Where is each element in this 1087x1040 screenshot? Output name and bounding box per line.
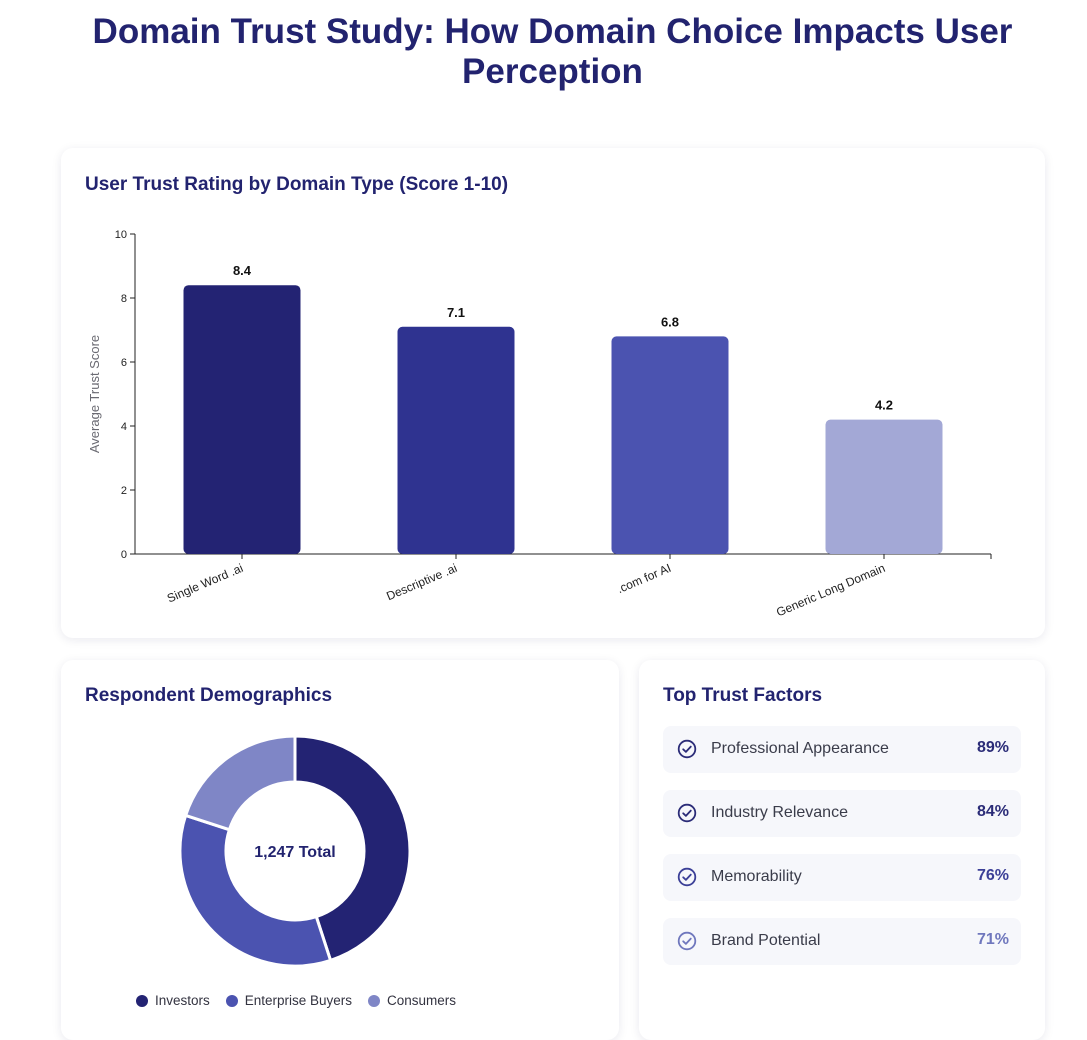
bar-4 [825,419,943,554]
y-tick-label: 0 [121,549,127,561]
trust-factor-value: 71% [976,931,1009,948]
y-tick-label: 8 [121,293,127,305]
legend-swatch [135,994,148,1007]
donut-chart: 1,247 Total [178,734,412,968]
bar-chart-title: User Trust Rating by Domain Type (Score … [85,174,509,195]
y-tick-label: 2 [121,485,127,497]
page-title-line2: Perception [462,52,643,91]
y-axis-label: Average Trust Score [87,335,102,453]
trust-factor-row: Memorability 76% [663,854,1021,901]
legend-item-consumers: Consumers [368,993,456,1008]
legend-item-enterprise-buyers: Enterprise Buyers [225,993,353,1008]
bar-data-label: 7.1 [447,305,465,320]
donut-slice-enterprise-buyers [178,813,333,968]
page-title: Domain Trust Study: How Domain Choice Im… [60,12,1045,92]
y-tick-label: 10 [115,229,127,241]
x-tick-label: Descriptive .ai [384,561,459,603]
y-tick-label: 6 [121,357,127,369]
legend-item-investors: Investors [135,993,210,1008]
legend-label: Consumers [387,993,457,1008]
bar-data-label: 6.8 [661,314,679,329]
trust-factor-label: Memorability [711,868,802,885]
trust-factors-card: Top Trust Factors Professional Appearanc… [639,660,1045,1040]
bar-2 [397,326,515,554]
y-tick-label: 4 [121,421,127,433]
donut-center-label: 1,247 Total [254,844,336,861]
legend-label: Enterprise Buyers [244,993,353,1008]
legend-swatch [368,994,381,1007]
bar-1 [183,285,301,554]
bar-chart: 0 2 4 6 8 10 Average Trust Score 8.4 Single Word… [87,229,992,619]
donut-chart-title: Respondent Demographics [85,685,333,706]
bar-data-label: 8.4 [233,263,252,278]
check-circle-icon [677,739,697,759]
donut-slice-consumers [183,734,297,832]
donut-slice-investors [293,734,412,963]
trust-factor-value: 84% [976,803,1009,820]
check-circle-icon [677,803,697,823]
trust-factor-value: 89% [976,739,1009,756]
legend-label: Investors [154,993,210,1008]
trust-factor-label: Brand Potential [711,932,821,949]
trust-factor-row: Industry Relevance 84% [663,790,1021,837]
check-circle-icon [677,931,697,951]
x-tick-label: Generic Long Domain [774,561,887,619]
trust-factor-value: 76% [976,867,1009,884]
demographics-card: Respondent Demographics 1,247 Total Inve… [61,660,619,1040]
bar-3 [611,336,729,554]
trust-factor-row: Brand Potential 71% [663,918,1021,965]
page-title-line1: Domain Trust Study: How Domain Choice Im… [92,12,1013,51]
bar-data-label: 4.2 [875,398,893,413]
x-tick-label: .com for AI [615,561,673,596]
trust-factors-title: Top Trust Factors [663,685,823,706]
x-tick-label: Single Word .ai [165,561,245,606]
legend-swatch [225,994,238,1007]
trust-rating-card: User Trust Rating by Domain Type (Score … [61,148,1045,638]
donut-legend: Investors Enterprise Buyers Consumers [61,993,531,1008]
trust-factor-row: Professional Appearance 89% [663,726,1021,773]
check-circle-icon [677,867,697,887]
trust-factor-label: Professional Appearance [711,740,889,757]
trust-factor-label: Industry Relevance [711,804,848,821]
